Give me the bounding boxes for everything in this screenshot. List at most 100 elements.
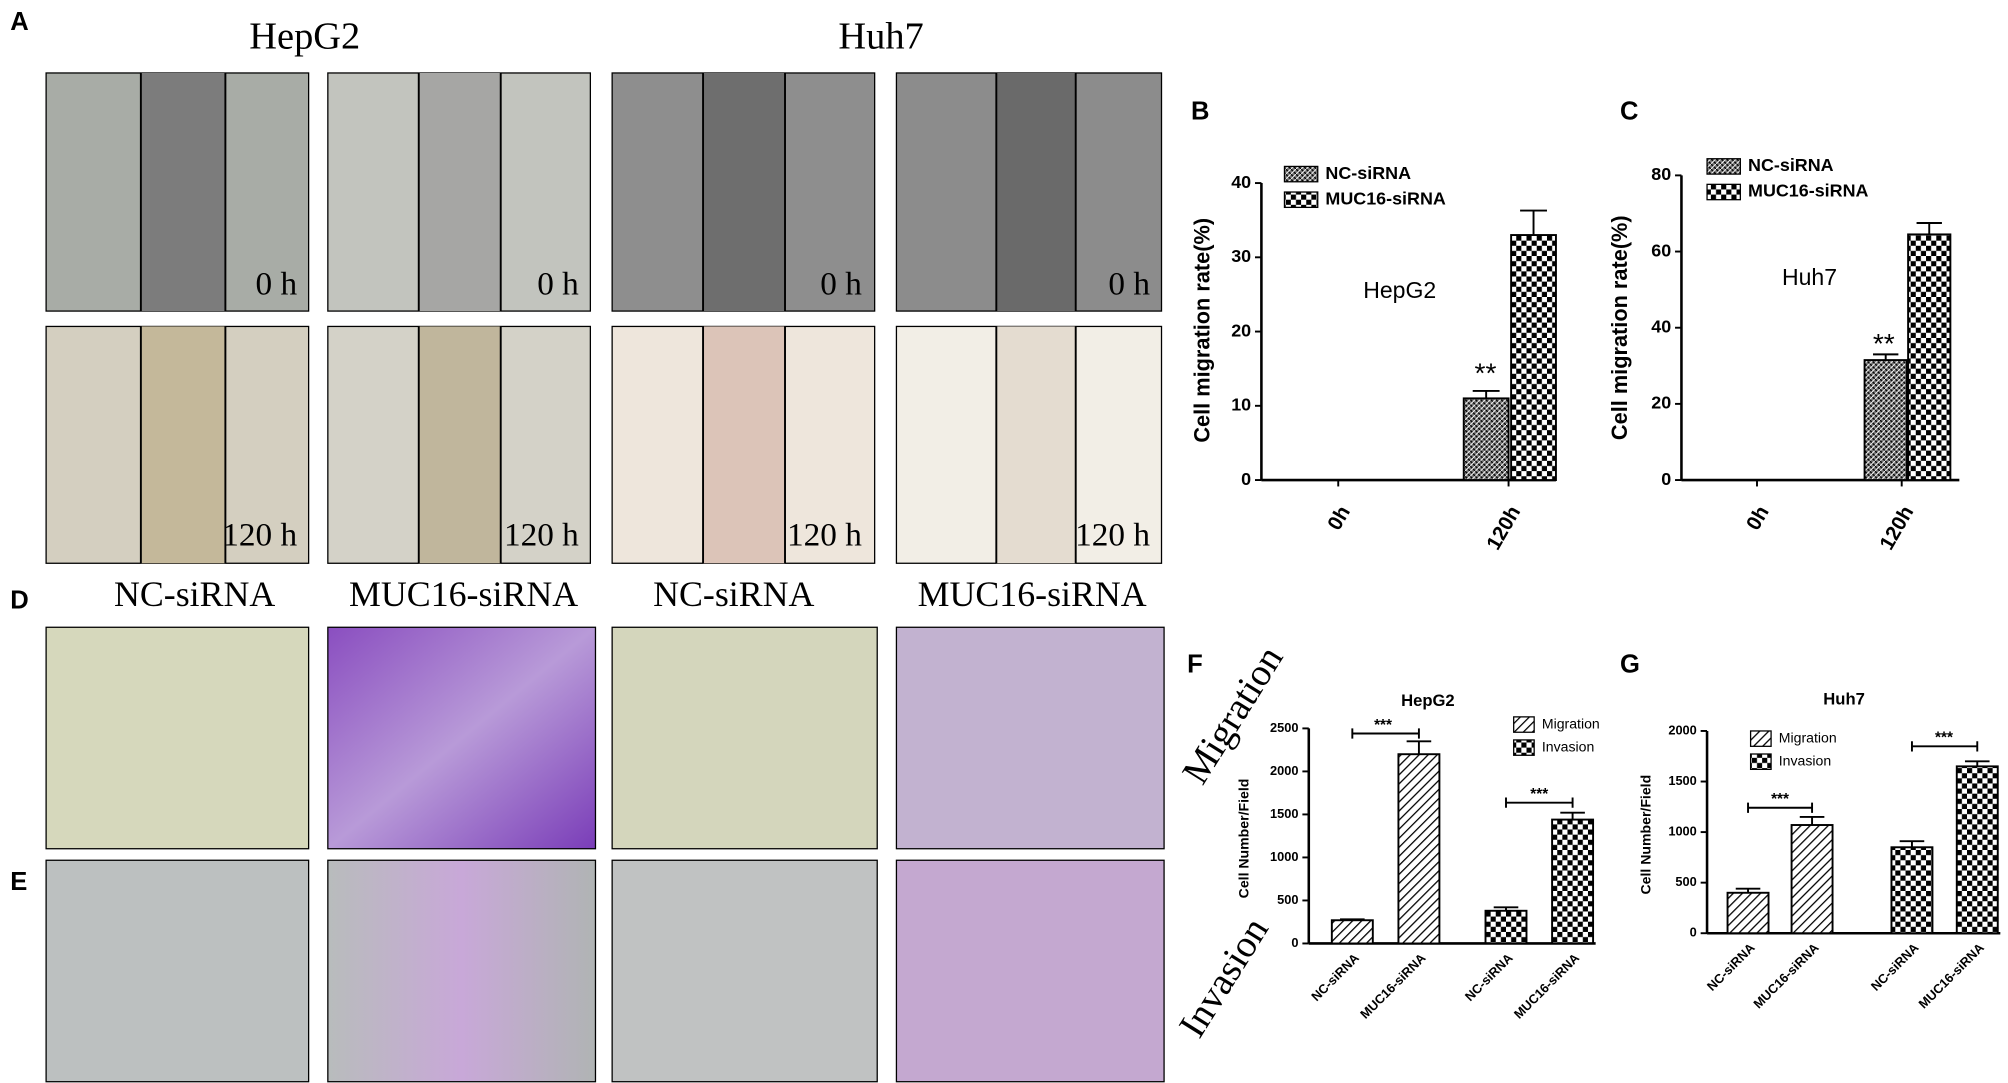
image-gap [996,326,1076,564]
legend-swatch [1283,191,1319,209]
y-tick-label: 10 [1231,395,1251,415]
annotation: *** [1530,786,1548,803]
y-tick-label: 1500 [1270,806,1298,821]
legend-swatch [1706,158,1741,175]
x-tick-label: NC-siRNA [1704,940,1758,994]
y-tick-label: 0 [1661,469,1671,489]
error-bar [1560,811,1585,820]
legend-label: NC-siRNA [1748,155,1834,175]
y-tick-label: 40 [1231,172,1251,192]
annotation: *** [1771,791,1789,808]
bar [1551,818,1595,945]
image-gap [140,326,226,564]
image [327,626,597,850]
legend-swatch [1513,739,1535,756]
time-label: 0 h [256,265,298,302]
image-gap [140,72,226,312]
error-bar [1340,918,1365,921]
transwell-images [45,626,1165,1083]
error-bar [1899,840,1925,848]
annotation: Huh7 [1782,264,1837,290]
bar [1484,909,1528,945]
panel-label: E [10,868,27,896]
y-axis-label: Cell migration rate(%) [1607,215,1632,440]
error-bar [1873,353,1899,361]
x-tick-label: 120h [1482,502,1525,554]
x-tick-label: MUC16-siRNA [1511,950,1582,1021]
error-bar [1916,222,1942,235]
bar [1955,765,1999,935]
y-tick-label: 20 [1651,393,1671,413]
image [45,626,310,850]
y-axis-label: Cell Number/Field [1638,775,1654,895]
y-tick-label: 500 [1277,892,1298,907]
annotation: *** [1935,730,1953,747]
panel-label: F [1187,650,1203,678]
legend-swatch [1706,183,1741,201]
bar [1726,891,1770,935]
y-tick-label: 80 [1651,164,1671,184]
column-title: NC-siRNA [653,574,814,614]
annotation: HepG2 [1363,277,1436,303]
bar [1510,234,1557,482]
image-gap [418,326,501,564]
time-label: 120 h [504,516,579,553]
error-bar [1493,906,1519,911]
y-tick-label: 0 [1291,935,1298,950]
chart-title: HepG2 [1401,691,1455,710]
y-tick-label: 30 [1231,246,1251,266]
image-gap [703,72,786,312]
time-label: 0 h [820,265,862,302]
image-gap [996,72,1076,312]
y-tick-label: 0 [1690,925,1697,940]
legend-swatch [1283,165,1319,183]
y-tick-label: 20 [1231,320,1251,340]
image [611,626,878,850]
image-gap [418,72,501,312]
y-tick-label: 2000 [1668,722,1696,737]
bar [1863,359,1908,482]
x-tick-label: NC-siRNA [1462,950,1516,1004]
legend-swatch [1749,730,1772,747]
panel-label: C [1620,97,1638,125]
error-bar [1735,887,1761,893]
image [895,626,1165,850]
image [895,859,1165,1083]
error-bar [1964,760,1990,767]
x-tick-label: NC-siRNA [1308,950,1362,1004]
time-label: 120 h [222,516,297,553]
x-tick-label: MUC16-siRNA [1357,950,1428,1021]
column-title: MUC16-siRNA [349,574,578,614]
legend-label: NC-siRNA [1325,163,1411,183]
y-tick-label: 40 [1651,316,1671,336]
bar [1790,824,1834,935]
x-tick-label: 0h [1323,502,1355,534]
error-bar [1472,389,1500,399]
y-tick-label: 1000 [1668,823,1696,838]
legend-label: Migration [1779,729,1837,745]
panel-label: D [10,586,28,614]
significance-bracket [1351,728,1420,739]
column-title: NC-siRNA [114,574,275,614]
time-label: 120 h [787,516,862,553]
legend-swatch [1513,716,1535,733]
x-tick-label: MUC16-siRNA [1915,940,1986,1011]
bar [1890,846,1934,935]
y-tick-label: 500 [1675,874,1696,889]
time-label: 0 h [1108,265,1150,302]
error-bar [1799,815,1825,826]
legend-label: MUC16-siRNA [1748,181,1868,201]
annotation: ** [1873,328,1895,359]
legend-label: Invasion [1542,738,1594,754]
image [45,859,310,1083]
legend-label: Migration [1542,715,1600,731]
significance-bracket [1910,741,1979,752]
legend-label: Invasion [1779,752,1831,768]
y-tick-label: 1500 [1668,773,1696,788]
image [611,859,878,1083]
legend-label: MUC16-siRNA [1325,188,1445,208]
row-label: Invasion [1171,910,1277,1044]
column-title: Huh7 [838,16,923,58]
